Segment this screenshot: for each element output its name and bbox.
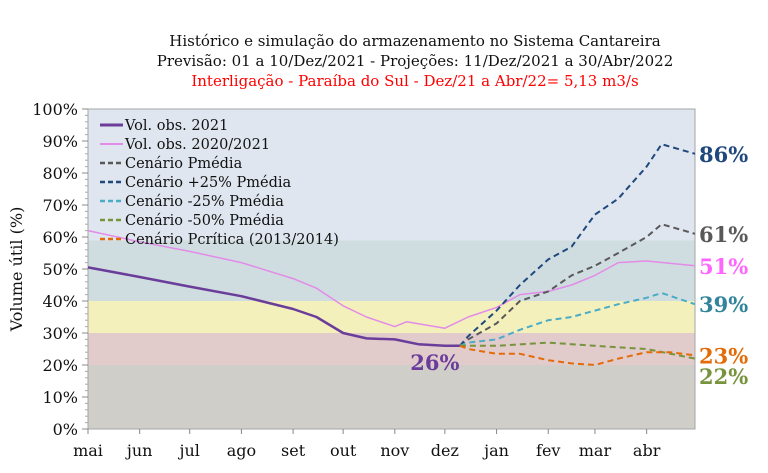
value-annotation: 61% [699,222,748,247]
legend-entry: Vol. obs. 2021 [124,118,228,134]
series-line-vol-obs-2021 [87,266,460,348]
y-axis-label: Volume útil (%) [7,207,26,333]
value-annotation: 26% [410,350,459,375]
series-line-vol-obs-2020-2021 [87,229,696,329]
legend-entry: Cenário +25% Pmédia [125,175,292,191]
series-line-cen-rio-pm-dia [459,223,696,347]
y-tick-label: 0% [53,420,78,439]
series-line-cen-rio-25-pm-dia [459,143,696,347]
x-tick-label: jul [178,441,200,460]
chart-title-line-2: Previsão: 01 a 10/Dez/2021 - Projeções: … [156,52,674,70]
x-tick-label: jun [125,441,153,460]
value-annotation: 51% [699,254,748,279]
y-tick-label: 90% [42,132,78,151]
background-band [88,365,695,429]
background-band [88,109,695,241]
y-tick-label: 100% [32,100,78,119]
y-tick-label: 30% [42,324,78,343]
value-annotation: 22% [699,364,748,389]
legend-entry: Cenário -50% Pmédia [125,213,284,229]
y-tick-label: 70% [42,196,78,215]
legend-entry: Cenário Pcrítica (2013/2014) [125,232,339,248]
chart-title-line-1: Histórico e simulação do armazenamento n… [169,32,661,50]
background-band [88,301,695,333]
legend-entry: Cenário -25% Pmédia [125,194,284,210]
x-tick-label: abr [633,441,661,460]
y-tick-label: 80% [42,164,78,183]
value-annotation: 39% [699,292,748,317]
x-tick-label: dez [431,441,459,460]
series-line-cen-rio-pcr-tica-2013-2014- [459,344,696,366]
y-tick-label: 20% [42,356,78,375]
x-tick-label: nov [380,441,409,460]
legend-entry: Vol. obs. 2020/2021 [124,137,270,153]
x-tick-label: mai [73,441,103,460]
chart-subtitle: Interligação - Paraíba do Sul - Dez/21 a… [191,72,639,90]
x-tick-label: out [330,441,357,460]
y-tick-label: 50% [42,260,78,279]
value-annotation: 86% [699,142,748,167]
y-tick-label: 10% [42,388,78,407]
value-annotation: 23% [699,343,748,368]
y-tick-label: 60% [42,228,78,247]
x-tick-label: ago [227,441,256,460]
background-band [88,240,695,301]
x-tick-label: fev [536,441,560,460]
series-line-cen-rio-50-pm-dia [459,341,696,360]
y-tick-label: 40% [42,292,78,311]
x-tick-label: set [281,441,306,460]
background-band [88,333,695,365]
x-tick-label: mar [579,441,612,460]
legend-entry: Cenário Pmédia [125,156,243,172]
x-tick-label: jan [482,441,509,460]
